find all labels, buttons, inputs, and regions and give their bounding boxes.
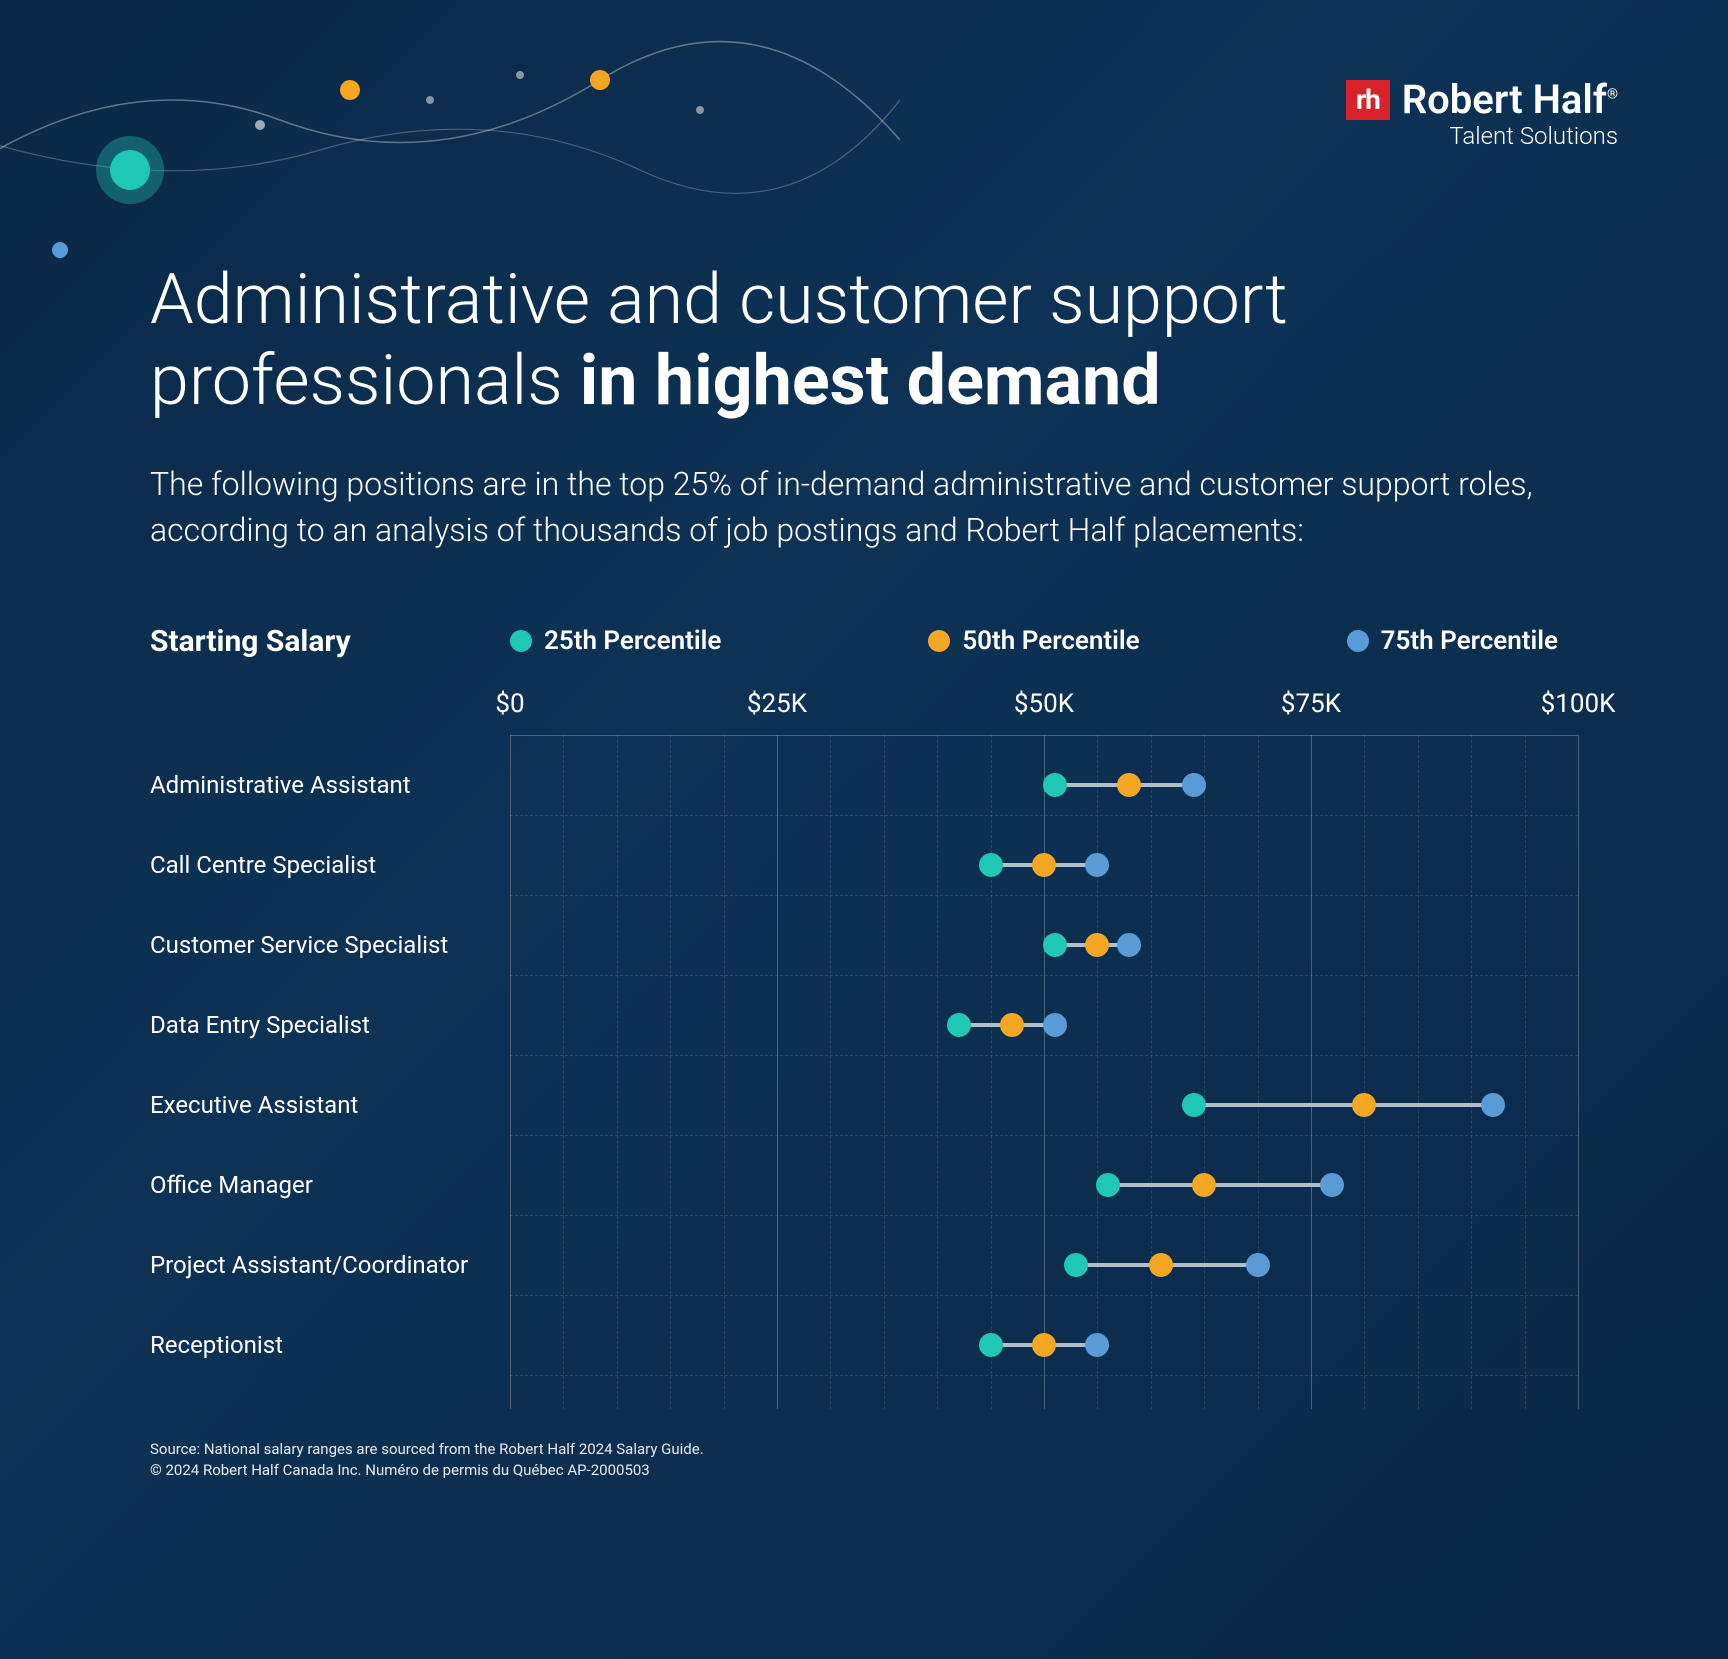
chart-row — [510, 1065, 1578, 1145]
chart-row — [510, 1305, 1578, 1385]
chart-point-p75 — [1182, 773, 1206, 797]
legend-dot — [510, 630, 532, 652]
chart-point-p75 — [1320, 1173, 1344, 1197]
legend-item: 25th Percentile — [510, 626, 721, 656]
chart-point-p25 — [1064, 1253, 1088, 1277]
chart-point-p75 — [1085, 853, 1109, 877]
chart-point-p75 — [1043, 1013, 1067, 1037]
chart-y-labels: Administrative AssistantCall Centre Spec… — [150, 689, 510, 1409]
legend-dot — [928, 630, 950, 652]
chart-point-p50 — [1032, 853, 1056, 877]
intro-paragraph: The following positions are in the top 2… — [150, 461, 1570, 554]
chart-point-p50 — [1000, 1013, 1024, 1037]
brand-logo: rh Robert Half® Talent Solutions — [1346, 80, 1618, 150]
legend-item: 75th Percentile — [1347, 626, 1558, 656]
chart-point-p75 — [1481, 1093, 1505, 1117]
x-tick-label: $100K — [1541, 689, 1616, 719]
page-title: Administrative and customer support prof… — [150, 260, 1578, 421]
chart-point-p50 — [1149, 1253, 1173, 1277]
x-tick-label: $0 — [495, 689, 524, 719]
chart-legend: 25th Percentile 50th Percentile 75th Perce… — [510, 626, 1578, 656]
chart-point-p25 — [1182, 1093, 1206, 1117]
chart-row-label: Project Assistant/Coordinator — [150, 1225, 510, 1305]
chart-point-p50 — [1117, 773, 1141, 797]
legend-dot — [1347, 630, 1369, 652]
chart-point-p25 — [979, 1333, 1003, 1357]
chart-row — [510, 1225, 1578, 1305]
legend-label: 50th Percentile — [962, 626, 1139, 656]
legend-label: 75th Percentile — [1381, 626, 1558, 656]
chart-row — [510, 985, 1578, 1065]
chart-row — [510, 825, 1578, 905]
chart-row-label: Executive Assistant — [150, 1065, 510, 1145]
chart-row-label: Office Manager — [150, 1145, 510, 1225]
chart-row — [510, 745, 1578, 825]
chart-point-p25 — [1043, 773, 1067, 797]
chart-row-label: Customer Service Specialist — [150, 905, 510, 985]
chart-title: Starting Salary — [150, 624, 510, 659]
chart-point-p50 — [1352, 1093, 1376, 1117]
legend-item: 50th Percentile — [928, 626, 1139, 656]
chart-row-label: Receptionist — [150, 1305, 510, 1385]
chart-point-p25 — [947, 1013, 971, 1037]
chart-point-p25 — [1096, 1173, 1120, 1197]
chart-point-p75 — [1246, 1253, 1270, 1277]
x-tick-label: $75K — [1281, 689, 1341, 719]
chart-row-label: Data Entry Specialist — [150, 985, 510, 1065]
chart-row — [510, 1145, 1578, 1225]
chart-point-p25 — [979, 853, 1003, 877]
chart-point-p50 — [1192, 1173, 1216, 1197]
chart-point-p50 — [1085, 933, 1109, 957]
chart-point-p50 — [1032, 1333, 1056, 1357]
salary-chart: Administrative AssistantCall Centre Spec… — [150, 689, 1578, 1409]
legend-label: 25th Percentile — [544, 626, 721, 656]
chart-x-axis: $0$25K$50K$75K$100K — [510, 689, 1578, 729]
chart-row — [510, 905, 1578, 985]
chart-header: Starting Salary 25th Percentile 50th Perc… — [150, 624, 1578, 659]
x-tick-label: $50K — [1014, 689, 1074, 719]
brand-mark: rh — [1346, 80, 1390, 120]
chart-rows — [510, 745, 1578, 1385]
chart-plot: $0$25K$50K$75K$100K — [510, 689, 1578, 1409]
x-tick-label: $25K — [747, 689, 807, 719]
chart-row-label: Administrative Assistant — [150, 745, 510, 825]
chart-point-p25 — [1043, 933, 1067, 957]
chart-row-label: Call Centre Specialist — [150, 825, 510, 905]
footnote: Source: National salary ranges are sourc… — [150, 1439, 1578, 1481]
brand-tagline: Talent Solutions — [1402, 122, 1618, 150]
chart-point-p75 — [1117, 933, 1141, 957]
brand-name: Robert Half® — [1402, 80, 1618, 120]
chart-point-p75 — [1085, 1333, 1109, 1357]
decorative-waves — [0, 0, 900, 280]
